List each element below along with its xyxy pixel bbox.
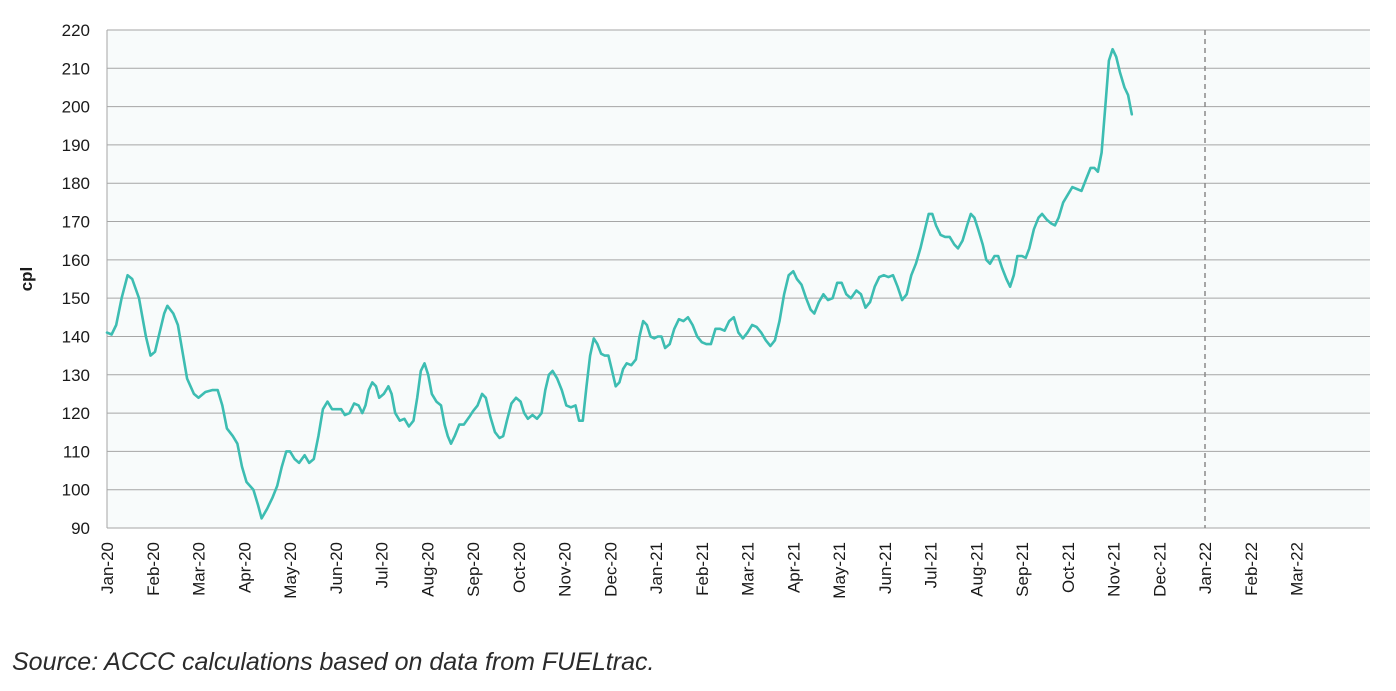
x-tick-label: Nov-21 (1105, 542, 1124, 597)
x-tick-label: Jan-21 (647, 542, 666, 594)
y-tick-label: 160 (62, 251, 90, 270)
y-axis-ticks: 90 100 110 120 130 140 150 160 170 180 190 200 210 22… (62, 21, 90, 538)
y-tick-label: 210 (62, 59, 90, 78)
plot-area (107, 30, 1370, 528)
y-tick-label: 180 (62, 174, 90, 193)
x-tick-label: Nov-20 (556, 542, 575, 597)
x-tick-label: Dec-21 (1150, 542, 1169, 597)
x-tick-label: Dec-20 (601, 542, 620, 597)
gridlines (106, 29, 1370, 529)
y-tick-label: 120 (62, 404, 90, 423)
y-tick-label: 90 (71, 519, 90, 538)
x-tick-label: May-21 (830, 542, 849, 599)
y-tick-label: 130 (62, 366, 90, 385)
y-tick-label: 200 (62, 98, 90, 117)
x-tick-label: Aug-21 (967, 542, 986, 597)
x-tick-label: Feb-20 (144, 542, 163, 596)
x-tick-label: Jan-20 (98, 542, 117, 594)
x-tick-label: Jan-22 (1196, 542, 1215, 594)
x-tick-label: May-20 (281, 542, 300, 599)
x-tick-label: Apr-20 (235, 542, 254, 593)
line-chart: 90 100 110 120 130 140 150 160 170 180 190 200 210 22… (17, 21, 1370, 599)
x-tick-label: Oct-20 (510, 542, 529, 593)
y-tick-label: 170 (62, 213, 90, 232)
x-axis-ticks: Jan-20 Feb-20 Mar-20 Apr-20 May-20 Jun-20 Jul-… (98, 542, 1307, 599)
y-tick-label: 190 (62, 136, 90, 155)
x-tick-label: Sep-20 (464, 542, 483, 597)
x-tick-label: Aug-20 (418, 542, 437, 597)
y-axis-title: cpl (17, 267, 36, 292)
series-line (105, 47, 1134, 520)
x-tick-label: Mar-20 (190, 542, 209, 596)
y-tick-label: 100 (62, 481, 90, 500)
x-tick-label: Jul-21 (922, 542, 941, 588)
y-tick-label: 110 (63, 442, 90, 461)
x-tick-label: Apr-21 (784, 542, 803, 593)
x-tick-label: Feb-22 (1242, 542, 1261, 596)
y-tick-label: 150 (62, 289, 90, 308)
x-tick-label: Mar-22 (1288, 542, 1307, 596)
x-tick-label: Jun-21 (876, 542, 895, 594)
x-tick-label: Jul-20 (373, 542, 392, 588)
x-tick-label: Sep-21 (1013, 542, 1032, 597)
source-note: Source: ACCC calculations based on data … (12, 648, 655, 676)
x-tick-label: Feb-21 (693, 542, 712, 596)
y-tick-label: 220 (62, 21, 90, 40)
x-tick-label: Mar-21 (739, 542, 758, 596)
y-tick-label: 140 (62, 327, 90, 346)
x-tick-label: Oct-21 (1059, 542, 1078, 593)
x-tick-label: Jun-20 (327, 542, 346, 594)
